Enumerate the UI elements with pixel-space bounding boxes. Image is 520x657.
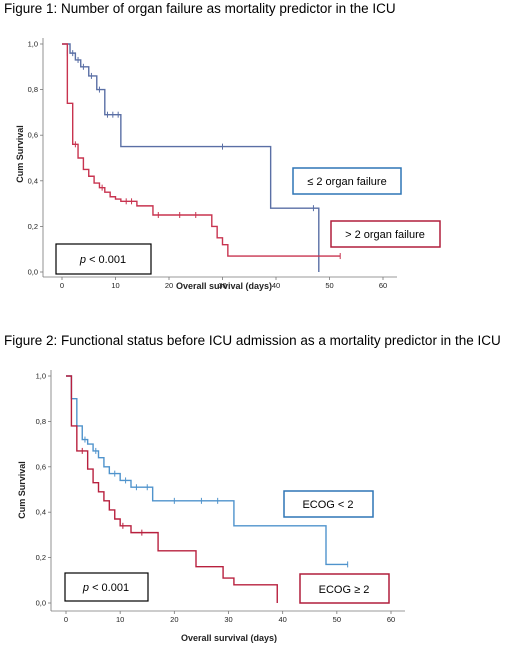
figure-1-x-tick-label: 10 bbox=[111, 281, 119, 290]
figure-2-y-axis-label: Cum Survival bbox=[17, 461, 27, 519]
figure-2-y-tick-label: 0,4 bbox=[36, 508, 46, 517]
figure-2-legend-ge2-label: ECOG ≥ 2 bbox=[319, 584, 370, 596]
figure-1-x-ticks: 0 10 20 30 40 50 60 bbox=[60, 277, 387, 290]
figure-2-x-tick-label: 0 bbox=[64, 615, 68, 624]
figure-1-x-tick-label: 50 bbox=[325, 281, 333, 290]
figure-2-legend-lt2-label: ECOG < 2 bbox=[302, 499, 353, 511]
figure-1-plot-area bbox=[62, 43, 341, 272]
figure-2-x-ticks: 0 10 20 30 40 50 60 bbox=[64, 611, 395, 624]
figure-2-x-tick-label: 30 bbox=[224, 615, 232, 624]
figure-1-series-0-curve bbox=[62, 43, 320, 272]
figure-1-y-tick-label: 0,8 bbox=[28, 85, 38, 94]
figure-2-x-tick-label: 20 bbox=[170, 615, 178, 624]
figure-2-x-axis: Overall survival (days) 0 10 20 30 40 50 60 bbox=[51, 610, 405, 643]
figure-1-x-axis-label: Overall survival (days) bbox=[176, 281, 272, 291]
figure-1-pvalue-box: p < 0.001 bbox=[55, 243, 152, 275]
figure-1-y-tick-label: 0,2 bbox=[28, 222, 38, 231]
figure-1-y-ticks: 0,0 0,2 0,4 0,6 0,8 1,0 bbox=[28, 40, 43, 277]
figure-2-y-tick-label: 0,2 bbox=[36, 553, 46, 562]
figure-1-x-tick-label: 20 bbox=[165, 281, 173, 290]
figure-2-x-tick-label: 50 bbox=[333, 615, 341, 624]
figure-2-y-tick-label: 1,0 bbox=[36, 372, 46, 381]
figure-2-title: Figure 2: Functional status before ICU a… bbox=[4, 333, 501, 348]
figure-2-series-0-curve bbox=[66, 375, 348, 566]
figure-1-legend-gt2: > 2 organ failure bbox=[330, 220, 441, 248]
figure-2-x-tick-label: 60 bbox=[387, 615, 395, 624]
figure-2-chart: Cum Survival 0,0 0,2 0,4 0,6 0,8 1,0 Overall … bbox=[17, 370, 405, 643]
figure-1-x-tick-label: 0 bbox=[60, 281, 64, 290]
figure-2-x-tick-label: 10 bbox=[116, 615, 124, 624]
figure-1-legend-gt2-label: > 2 organ failure bbox=[345, 229, 425, 241]
figure-1-legend-le2: ≤ 2 organ failure bbox=[292, 167, 402, 195]
figure-1-x-tick-label: 40 bbox=[272, 281, 280, 290]
figure-2-x-tick-label: 40 bbox=[278, 615, 286, 624]
figure-1-y-tick-label: 1,0 bbox=[28, 40, 38, 49]
figure-1-series-1-curve bbox=[62, 43, 341, 257]
figure-1-chart: Cum Survival 0,0 0,2 0,4 0,6 0,8 1,0 Overall … bbox=[15, 38, 441, 291]
figure-1-y-tick-label: 0,6 bbox=[28, 131, 38, 140]
figure-2-legend-lt2: ECOG < 2 bbox=[283, 490, 374, 518]
figure-2-series-1-curve bbox=[66, 375, 278, 603]
figure-2-plot-area bbox=[66, 375, 349, 603]
figure-2-y-ticks: 0,0 0,2 0,4 0,6 0,8 1,0 bbox=[36, 372, 51, 608]
figure-1-x-axis: Overall survival (days) 0 10 20 30 40 50 60 bbox=[43, 276, 397, 291]
figure-2-y-tick-label: 0,6 bbox=[36, 462, 46, 471]
figure-1-legend-le2-label: ≤ 2 organ failure bbox=[307, 176, 386, 188]
figure-2-pvalue-text: p < 0.001 bbox=[82, 582, 129, 594]
figure-1-title: Figure 1: Number of organ failure as mor… bbox=[4, 1, 396, 16]
figure-1-y-tick-label: 0,0 bbox=[28, 268, 38, 277]
figure-1-x-tick-label: 30 bbox=[218, 281, 226, 290]
figure-2-pvalue-box: p < 0.001 bbox=[64, 572, 149, 602]
figure-2-x-axis-label: Overall survival (days) bbox=[181, 633, 277, 643]
figure-2-y-axis: Cum Survival 0,0 0,2 0,4 0,6 0,8 1,0 bbox=[17, 370, 52, 611]
figure-1-y-tick-label: 0,4 bbox=[28, 176, 38, 185]
figure-2-legend-ge2: ECOG ≥ 2 bbox=[299, 573, 390, 604]
figure-2-y-tick-label: 0,8 bbox=[36, 417, 46, 426]
figure-1-pvalue-text: p < 0.001 bbox=[79, 254, 126, 266]
figure-1-x-tick-label: 60 bbox=[379, 281, 387, 290]
figure-1-y-axis-label: Cum Survival bbox=[15, 125, 25, 183]
figure-2-y-tick-label: 0,0 bbox=[36, 599, 46, 608]
figure-1-y-axis: Cum Survival 0,0 0,2 0,4 0,6 0,8 1,0 bbox=[15, 38, 44, 277]
